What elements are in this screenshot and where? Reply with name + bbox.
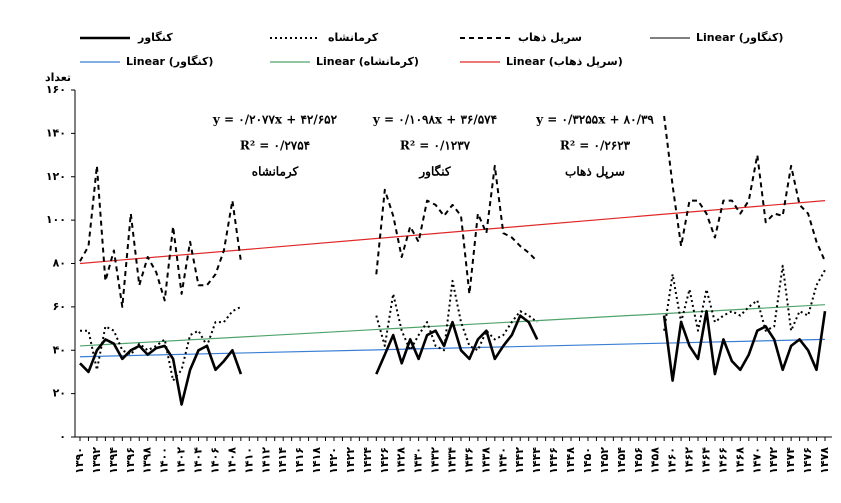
annotation: y = ۰/۲۰۷۷x + ۴۲/۶۵۲ <box>212 113 338 127</box>
x-tick-label: ۱۴۳۸ <box>479 447 492 474</box>
x-tick-label: ۱۴۰۰ <box>158 447 171 474</box>
y-tick-label: ۱۶۰ <box>46 83 66 96</box>
x-tick-label: ۱۴۷۴ <box>784 447 797 474</box>
annotation: y = ۰/۱۰۹۸x + ۳۶/۵۷۴ <box>372 113 497 127</box>
x-tick-label: ۱۴۶۴ <box>699 447 712 474</box>
legend-label: Linear (سرپل ذهاب) <box>506 55 623 68</box>
y-tick-label: ۰ <box>59 430 66 443</box>
trend-line <box>79 200 826 265</box>
x-tick-label: ۱۴۱۶ <box>293 447 306 474</box>
x-tick-label: ۱۴۱۸ <box>310 447 323 474</box>
x-tick-label: ۱۳۹۶ <box>124 447 137 474</box>
x-tick-label: ۱۳۹۸ <box>141 447 154 474</box>
x-tick-label: ۱۴۴۲ <box>513 447 526 474</box>
y-tick-label: ۱۲۰ <box>46 170 66 183</box>
x-tick-label: ۱۳۹۲ <box>90 447 103 474</box>
legend-label: Linear (کنگاور) <box>696 31 783 44</box>
x-tick-label: ۱۴۴۸ <box>564 447 577 474</box>
x-tick-label: ۱۴۶۶ <box>716 447 729 474</box>
x-tick-label: ۱۴۶۰ <box>666 447 679 474</box>
annotation: کرمانشاه <box>252 165 299 180</box>
x-tick-label: ۱۴۷۶ <box>801 447 814 474</box>
legend-label: کرمانشاه <box>328 31 379 44</box>
y-tick-label: ۶۰ <box>53 300 66 313</box>
series-line <box>80 264 826 382</box>
annotation: y = ۰/۳۲۵۵x + ۸۰/۳۹ <box>535 113 654 127</box>
x-tick-label: ۱۴۲۶ <box>378 447 391 474</box>
x-tick-label: ۱۴۵۴ <box>615 447 628 474</box>
x-tick-label: ۱۴۱۲ <box>259 447 272 474</box>
y-axis-title: تعداد <box>45 71 71 84</box>
annotation: کنگاور <box>418 164 450 180</box>
legend-label: سرپل ذهاب <box>518 31 582 44</box>
x-tick-label: ۱۴۵۰ <box>581 447 594 474</box>
y-tick-label: ۴۰ <box>53 343 66 356</box>
x-tick-label: ۱۴۵۲ <box>598 447 611 474</box>
y-tick-label: ۲۰ <box>53 387 66 400</box>
x-tick-label: ۱۴۰۸ <box>225 447 238 474</box>
x-tick-label: ۱۴۲۴ <box>361 447 374 474</box>
x-tick-label: ۱۴۵۸ <box>649 447 662 474</box>
x-tick-label: ۱۴۳۰ <box>412 447 425 474</box>
annotation: R² = ۰/۲۷۵۴ <box>240 139 310 153</box>
y-tick-label: ۱۴۰ <box>46 126 66 139</box>
series-line <box>79 115 826 308</box>
y-tick-label: ۱۰۰ <box>46 213 66 226</box>
x-tick-label: ۱۴۴۴ <box>530 447 543 474</box>
x-tick-label: ۱۴۰۲ <box>175 447 188 474</box>
x-tick-label: ۱۴۲۸ <box>395 447 408 474</box>
legend-label: Linear (کرمانشاه) <box>316 55 419 68</box>
x-tick-label: ۱۴۱۴ <box>276 447 289 474</box>
annotation: R² = ۰/۱۲۳۷ <box>400 139 471 153</box>
x-tick-label: ۱۳۹۰ <box>73 447 86 474</box>
series-line <box>79 309 827 406</box>
x-tick-label: ۱۴۲۲ <box>344 447 357 474</box>
annotation: سرپل ذهاب <box>565 165 625 180</box>
x-tick-label: ۱۴۵۶ <box>632 447 645 474</box>
x-tick-label: ۱۴۳۶ <box>462 447 475 474</box>
x-tick-label: ۱۴۷۲ <box>767 447 780 474</box>
x-tick-label: ۱۴۳۴ <box>446 447 459 474</box>
y-tick-label: ۸۰ <box>53 257 66 270</box>
x-tick-label: ۱۴۷۰ <box>750 447 763 474</box>
legend-label: Linear (کنگاور) <box>126 55 213 68</box>
x-tick-label: ۱۴۶۸ <box>733 447 746 474</box>
x-tick-label: ۱۴۰۴ <box>192 447 205 474</box>
x-tick-label: ۱۴۴۶ <box>547 447 560 474</box>
legend-label: کنگاور <box>137 31 173 44</box>
x-tick-label: ۱۴۶۲ <box>683 447 696 474</box>
x-tick-label: ۱۴۴۰ <box>496 447 509 474</box>
x-tick-label: ۱۴۱۰ <box>242 447 255 474</box>
x-tick-label: ۱۳۹۴ <box>107 447 120 474</box>
x-tick-label: ۱۴۲۰ <box>327 447 340 474</box>
x-tick-label: ۱۴۷۸ <box>818 447 831 474</box>
annotation: R² = ۰/۲۶۲۳ <box>560 139 631 153</box>
x-tick-label: ۱۴۰۶ <box>208 447 221 474</box>
x-tick-label: ۱۴۳۲ <box>429 447 442 474</box>
